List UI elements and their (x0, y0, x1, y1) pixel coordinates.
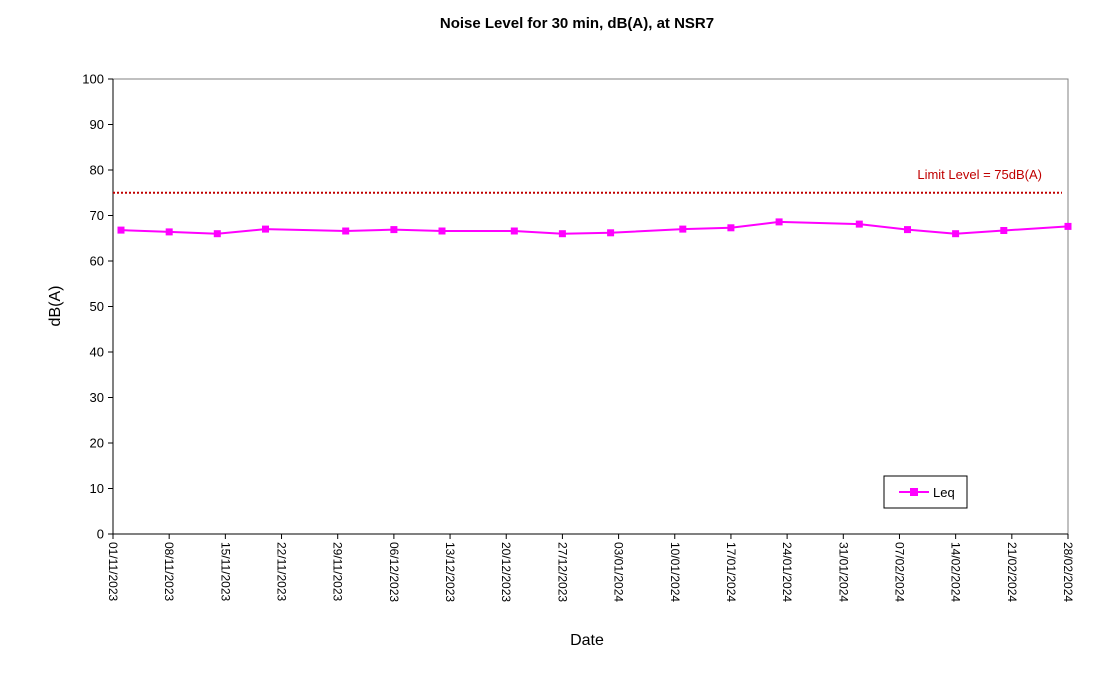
data-point (775, 218, 783, 226)
series-group (117, 218, 1072, 238)
data-point (558, 230, 566, 238)
data-point (607, 229, 615, 237)
y-tick-label: 70 (90, 208, 104, 223)
y-tick-label: 20 (90, 436, 104, 451)
y-tick-label: 40 (90, 345, 104, 360)
x-tick-label: 17/01/2024 (724, 542, 738, 602)
y-tick-label: 100 (82, 72, 104, 87)
data-point (510, 227, 518, 235)
legend: Leq (883, 475, 968, 509)
x-tick-label: 10/01/2024 (668, 542, 682, 602)
data-point (262, 225, 269, 233)
y-tick-label: 30 (90, 390, 104, 405)
data-point (855, 220, 863, 228)
data-point (904, 226, 911, 234)
x-tick-label: 08/11/2023 (162, 542, 176, 601)
legend-label-leq: Leq (933, 485, 955, 500)
chart-title: Noise Level for 30 min, dB(A), at NSR7 (439, 15, 715, 32)
data-point (390, 226, 398, 234)
x-tick-label: 14/02/2024 (949, 542, 963, 602)
x-tick-label: 27/12/2023 (555, 542, 569, 602)
x-tick-label: 03/01/2024 (612, 542, 626, 602)
x-tick-label: 29/11/2023 (331, 542, 345, 601)
data-point (165, 228, 173, 236)
data-point (679, 225, 687, 233)
data-point (342, 227, 350, 235)
y-tick-label: 50 (90, 299, 104, 314)
y-tick-label: 80 (90, 163, 104, 178)
limit-line-group: Limit Level = 75dB(A) (113, 167, 1062, 194)
x-tick-label: 13/12/2023 (443, 542, 457, 602)
data-point (727, 224, 735, 232)
x-tick-label: 28/02/2024 (1061, 542, 1075, 602)
x-tick-label: 24/01/2024 (780, 542, 794, 602)
x-tick-label: 20/12/2023 (499, 542, 513, 602)
series-line-leq (120, 220, 1069, 235)
y-tick-label: 10 (90, 481, 104, 496)
x-tick-label: 22/11/2023 (275, 542, 289, 601)
x-axis-title: Date (570, 632, 604, 649)
y-tick-label: 90 (90, 117, 104, 132)
limit-label: Limit Level = 75dB(A) (917, 167, 1042, 182)
y-tick-label: 60 (90, 254, 104, 269)
data-point (438, 227, 446, 235)
data-point (117, 226, 125, 234)
y-axis-title: dB(A) (47, 286, 64, 327)
y-axis: 0 10 20 30 40 50 60 70 80 90 100 (82, 72, 114, 542)
data-point (952, 230, 960, 238)
x-tick-label: 06/12/2023 (387, 542, 401, 602)
data-point (213, 230, 221, 238)
x-tick-label: 31/01/2024 (836, 542, 850, 602)
legend-marker (910, 488, 918, 496)
data-point (1000, 227, 1008, 234)
y-tick-label: 0 (97, 527, 104, 542)
x-tick-label: 21/02/2024 (1005, 542, 1019, 602)
x-tick-label: 15/11/2023 (218, 542, 232, 601)
x-tick-label: 01/11/2023 (106, 542, 120, 601)
data-point (1064, 222, 1072, 230)
plot-area (112, 78, 1069, 535)
x-axis: 01/11/2023 08/11/2023 15/11/2023 22/11/2023… (106, 533, 1075, 602)
x-tick-label: 07/02/2024 (892, 542, 906, 602)
